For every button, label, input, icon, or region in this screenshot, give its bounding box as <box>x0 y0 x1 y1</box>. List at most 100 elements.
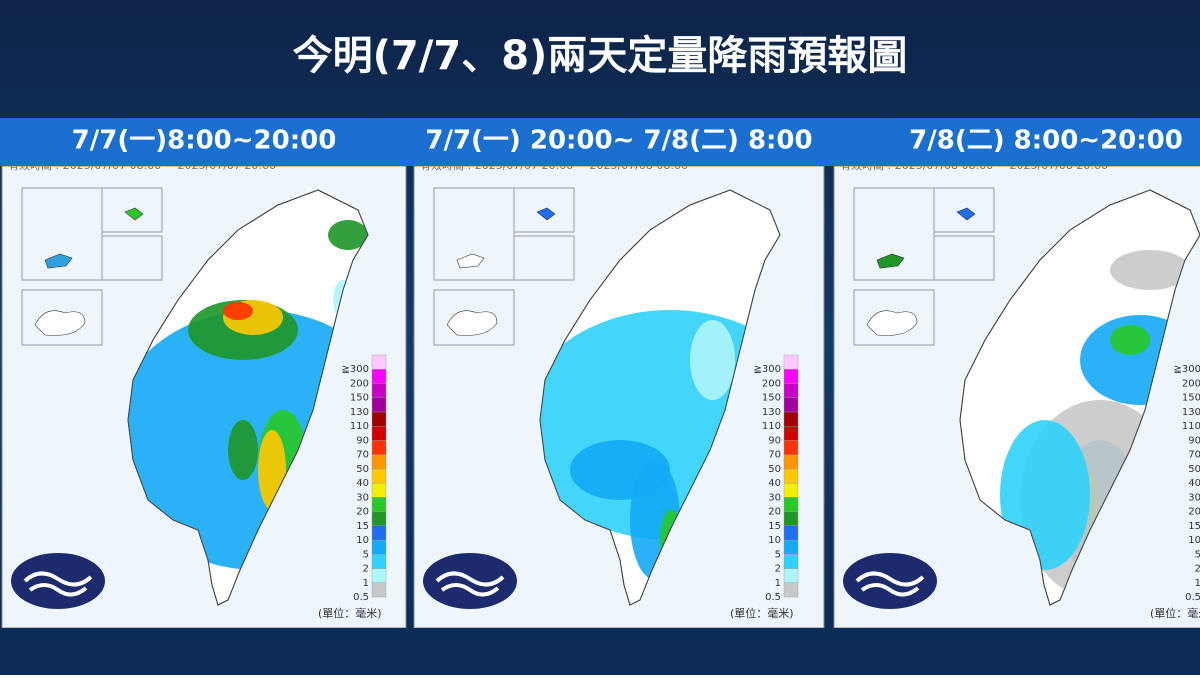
panel-heading: 7/7(一) 20:00~ 7/8(二) 8:00 <box>425 126 812 156</box>
legend-label: ≧300 <box>754 364 781 375</box>
legend-label: 150 <box>762 393 781 404</box>
legend-label: 40 <box>356 478 369 489</box>
panel-heading: 7/8(二) 8:00~20:00 <box>909 126 1183 156</box>
legend-label: 200 <box>350 378 369 389</box>
panel: 有效時間 : 2025/07/07 08:00 ~ 2025/07/07 20:… <box>1 158 407 628</box>
legend-label: 15 <box>768 521 781 532</box>
legend-label: 10 <box>1188 535 1200 546</box>
legend-label: 110 <box>1182 421 1200 432</box>
inset-box <box>21 187 103 281</box>
legend-swatch <box>371 397 387 413</box>
legend-label: 15 <box>356 521 369 532</box>
valid-time: 有效時間 : 2025/07/08 08:00 ~ 2025/07/08 20:… <box>840 158 1108 172</box>
legend-label: 90 <box>768 435 781 446</box>
legend-swatch <box>371 511 387 527</box>
legend-unit: (單位：毫米) <box>1150 606 1200 620</box>
legend-swatch <box>783 482 799 498</box>
legend-label: 130 <box>1182 407 1200 418</box>
legend-label: 0.5 <box>1185 592 1200 603</box>
legend-swatch <box>783 454 799 470</box>
legend-label: 130 <box>762 407 781 418</box>
taiwan-outline <box>127 189 369 606</box>
rain-area <box>1110 325 1150 355</box>
island <box>866 310 918 336</box>
legend-swatch <box>371 369 387 384</box>
legend-swatch <box>783 539 799 555</box>
legend-label: 70 <box>768 450 781 461</box>
rain-area <box>690 320 735 400</box>
legend-label: 20 <box>356 507 369 518</box>
heading-band <box>0 118 1200 166</box>
legend-label: 130 <box>350 407 369 418</box>
legend-label: 90 <box>1188 435 1200 446</box>
legend-label: 10 <box>356 535 369 546</box>
legend-label: 90 <box>356 435 369 446</box>
legend-label: 30 <box>356 492 369 503</box>
legend-swatch <box>371 482 387 498</box>
legend-label: 1 <box>1195 578 1200 589</box>
legend-label: 150 <box>1182 393 1200 404</box>
island <box>456 253 485 269</box>
island <box>956 207 976 221</box>
legend-swatch <box>783 411 799 427</box>
legend-label: 50 <box>1188 464 1200 475</box>
legend-swatch <box>371 582 387 598</box>
panel: 有效時間 : 2025/07/08 08:00 ~ 2025/07/08 20:… <box>833 158 1200 628</box>
legend-label: 200 <box>762 378 781 389</box>
legend-unit: (單位：毫米) <box>730 606 794 620</box>
inset-box <box>433 187 515 281</box>
legend-swatch <box>371 468 387 484</box>
legend-label: 1 <box>363 578 369 589</box>
inset-box <box>101 187 163 233</box>
legend-label: 2 <box>1195 564 1200 575</box>
legend-swatch <box>783 383 799 398</box>
legend-label: 40 <box>768 478 781 489</box>
legend-swatch <box>783 554 799 569</box>
taiwan-outline <box>959 189 1200 606</box>
island <box>446 310 498 336</box>
legend-swatch <box>371 454 387 470</box>
legend-label: 5 <box>1195 549 1200 560</box>
legend-label: 200 <box>1182 378 1200 389</box>
valid-time: 有效時間 : 2025/07/07 20:00 ~ 2025/07/08 08:… <box>420 158 688 172</box>
legend-label: 50 <box>356 464 369 475</box>
legend-unit: (單位：毫米) <box>318 606 382 620</box>
title: 今明(7/7、8)兩天定量降雨預報圖 <box>293 33 908 79</box>
legend-swatch <box>783 369 799 384</box>
inset-box <box>101 235 163 281</box>
legend-label: 2 <box>363 564 369 575</box>
island <box>34 310 86 336</box>
logo-swirl <box>855 571 925 597</box>
legend-label: 0.5 <box>353 592 369 603</box>
valid-time: 有效時間 : 2025/07/07 08:00 ~ 2025/07/07 20:… <box>8 158 276 172</box>
island <box>44 253 73 269</box>
legend-swatch <box>371 568 387 583</box>
taiwan-outline <box>539 189 781 606</box>
legend-label: 110 <box>350 421 369 432</box>
legend-label: 20 <box>768 507 781 518</box>
panel-heading: 7/7(一)8:00~20:00 <box>72 126 337 156</box>
legend-swatch <box>371 497 387 512</box>
legend-swatch <box>371 525 387 541</box>
legend-label: ≧300 <box>1174 364 1200 375</box>
inset-box <box>933 235 995 281</box>
island <box>876 253 905 269</box>
legend-label: 1 <box>775 578 781 589</box>
legend-swatch <box>783 568 799 583</box>
legend-swatch <box>783 525 799 541</box>
inset-box <box>853 187 935 281</box>
legend-label: 50 <box>768 464 781 475</box>
legend-swatch <box>783 582 799 598</box>
legend-label: 5 <box>363 549 369 560</box>
panel: 有效時間 : 2025/07/07 20:00 ~ 2025/07/08 08:… <box>413 158 825 628</box>
legend-swatch <box>371 411 387 427</box>
legend-swatch <box>783 425 799 441</box>
inset-box <box>853 289 935 346</box>
legend-label: 30 <box>1188 492 1200 503</box>
legend-swatch <box>371 425 387 441</box>
inset-box <box>21 289 103 346</box>
legend-label: 150 <box>350 393 369 404</box>
legend-label: 110 <box>762 421 781 432</box>
legend-label: 5 <box>775 549 781 560</box>
